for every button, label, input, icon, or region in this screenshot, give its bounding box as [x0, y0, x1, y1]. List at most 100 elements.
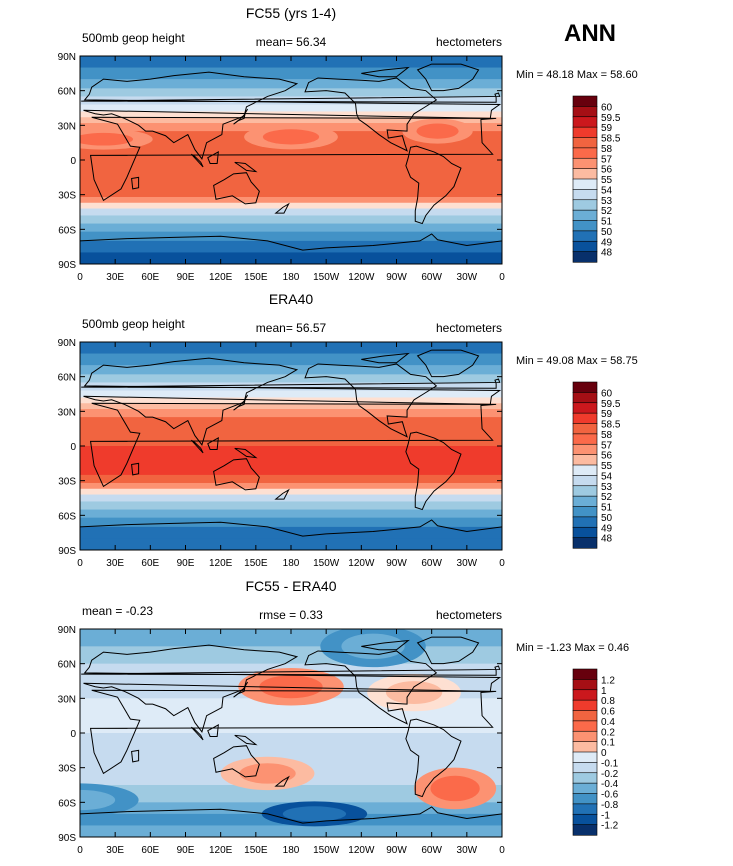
coastline: [361, 352, 410, 364]
x-tick-label: 120W: [348, 272, 375, 283]
colorbar-label: 57: [601, 154, 613, 165]
contour-band: [80, 208, 502, 217]
colorbar-swatch: [572, 537, 598, 549]
contour-field: [80, 342, 502, 550]
colorbar-swatch: [572, 516, 598, 528]
x-tick-label: 60E: [141, 845, 159, 856]
contour-cell: [416, 123, 459, 139]
coastline: [81, 92, 501, 103]
coastline: [89, 402, 497, 488]
colorbar-swatch: [572, 730, 598, 743]
contour-cell: [385, 681, 443, 704]
x-tick-label: 0: [77, 845, 83, 856]
y-tick-label: 0: [70, 729, 76, 740]
colorbar-swatch: [572, 126, 598, 139]
y-tick-label: 30N: [58, 694, 76, 705]
coastline: [405, 431, 462, 511]
min-max-label: Min = 49.08 Max = 58.75: [516, 355, 638, 367]
contour-band: [80, 96, 502, 106]
x-tick-label: 60E: [141, 272, 159, 283]
coastline: [233, 108, 249, 125]
coastline: [80, 806, 502, 837]
colorbar-label: 53: [601, 196, 613, 207]
colorbar-swatch: [572, 485, 598, 497]
units-label: hectometers: [436, 35, 502, 49]
colorbar-label: 54: [601, 185, 613, 196]
colorbar-label: 59.5: [601, 113, 621, 124]
contour-band: [80, 252, 502, 264]
min-max-label: Min = -1.23 Max = 0.46: [516, 642, 629, 654]
y-tick-label: 60N: [58, 87, 76, 98]
colorbar-label: -0.8: [601, 800, 619, 811]
contour-band: [80, 474, 502, 484]
colorbar-swatch: [572, 137, 598, 149]
left-label: 500mb geop height: [82, 31, 185, 45]
x-tick-label: 180: [283, 558, 300, 569]
colorbar-label: 52: [601, 492, 613, 503]
colorbar-swatch: [572, 189, 598, 201]
y-tick-label: 60S: [58, 798, 76, 809]
x-tick-label: 0: [499, 558, 505, 569]
colorbar-label: 59: [601, 123, 613, 134]
x-tick-label: 90E: [177, 272, 195, 283]
contour-band: [80, 188, 502, 198]
y-tick-label: 90N: [58, 625, 76, 636]
coastline: [304, 77, 438, 152]
x-tick-label: 120W: [348, 558, 375, 569]
coastline: [361, 66, 410, 78]
contour-cell: [430, 775, 480, 802]
panel-1: FC55 (yrs 1-4) 500mb geop height mean= 56.…: [58, 5, 638, 283]
contour-band: [80, 509, 502, 519]
colorbar-label: 48: [601, 248, 613, 259]
units-label: hectometers: [436, 608, 502, 622]
colorbar-label: 51: [601, 217, 613, 228]
colorbar-label: 58: [601, 144, 613, 155]
coastline: [304, 650, 438, 725]
contour-band: [80, 104, 502, 113]
contour-band: [80, 160, 502, 190]
x-tick-label: 150W: [313, 845, 340, 856]
y-tick-label: 60S: [58, 511, 76, 522]
y-tick-label: 90N: [58, 52, 76, 63]
contour-band: [80, 488, 502, 496]
coastline: [89, 689, 497, 775]
colorbar-label: 57: [601, 440, 613, 451]
colorbar-swatch: [572, 803, 598, 815]
contour-band: [80, 353, 502, 366]
x-tick-label: 30E: [106, 845, 124, 856]
coastline: [190, 439, 204, 454]
coastline: [274, 202, 290, 214]
colorbar-label: 0.1: [601, 738, 615, 749]
colorbar-swatch: [572, 751, 598, 763]
x-tick-label: 90E: [177, 845, 195, 856]
y-tick-label: 60S: [58, 225, 76, 236]
coastline: [81, 665, 501, 676]
colorbar-swatch: [572, 689, 598, 701]
colorbar-swatch: [572, 106, 598, 118]
colorbar-label: 0.6: [601, 707, 615, 718]
colorbar-swatch: [572, 412, 598, 425]
contour-cell: [341, 633, 405, 660]
colorbar-swatch: [572, 220, 598, 232]
contour-band: [80, 231, 502, 242]
colorbar-swatch: [572, 199, 598, 211]
coastline: [80, 233, 502, 264]
colorbar-swatch: [572, 147, 598, 159]
coastline: [234, 447, 258, 459]
contour-cell: [239, 763, 296, 784]
coastline: [131, 749, 140, 763]
colorbar-swatch: [572, 720, 598, 732]
contour-cell: [80, 132, 133, 146]
contour-band: [80, 825, 502, 837]
contour-band: [80, 365, 502, 375]
coastline: [234, 161, 258, 173]
panel-title: ERA40: [269, 291, 314, 307]
y-tick-label: 30S: [58, 477, 76, 488]
colorbar-label: 55: [601, 175, 613, 186]
x-tick-label: 120E: [209, 558, 233, 569]
colorbar: 1.210.80.60.40.20.10-0.1-0.2-0.4-0.6-0.8…: [572, 668, 619, 836]
contour-band: [80, 390, 502, 399]
colorbar-label: 49: [601, 523, 613, 534]
